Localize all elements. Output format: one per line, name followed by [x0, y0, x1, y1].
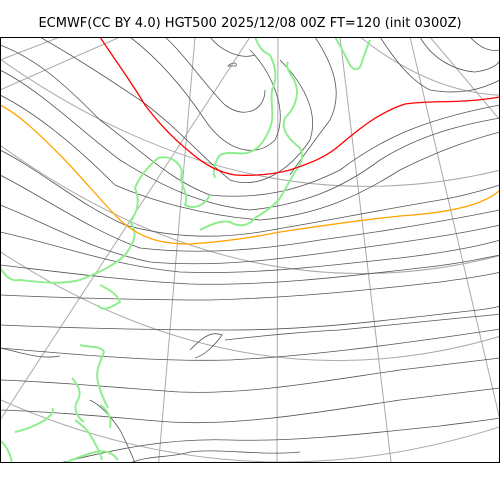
longitude-line	[0, 37, 251, 421]
graticule	[0, 37, 500, 463]
contour-red	[99, 37, 500, 176]
latitude-line	[359, 37, 500, 96]
land-highlight	[0, 37, 371, 463]
landmass-outline	[334, 37, 371, 71]
contour-line	[0, 204, 500, 265]
coastline	[129, 450, 301, 463]
contour-line	[0, 305, 500, 331]
coastline	[0, 347, 61, 358]
contour-line	[0, 174, 500, 252]
landmass-outline	[99, 404, 112, 429]
contour-line	[0, 328, 500, 361]
longitude-line	[276, 37, 279, 463]
longitude-line	[0, 37, 61, 61]
contour-line	[379, 37, 500, 93]
latitude-line	[0, 144, 500, 274]
contour-line	[289, 37, 337, 176]
landmass-outline	[64, 450, 119, 463]
latitude-line	[0, 398, 500, 463]
coastline	[224, 313, 500, 341]
coastline	[89, 399, 136, 463]
contour-line	[59, 417, 500, 463]
contour-line	[469, 37, 500, 51]
coastlines	[0, 62, 500, 463]
contour-line	[0, 271, 500, 301]
contour-line	[39, 37, 314, 183]
longitude-line	[158, 37, 196, 463]
landmass-outline	[74, 419, 103, 461]
landmass-outline	[14, 407, 54, 433]
contour-line	[129, 37, 281, 151]
contour-line	[0, 44, 500, 197]
landmass-outline	[0, 439, 13, 463]
landmass-outline	[79, 344, 109, 409]
contour-line	[0, 94, 500, 221]
longitude-line	[409, 37, 500, 421]
landmass-outline	[199, 61, 304, 231]
latitude-line	[0, 58, 500, 187]
contour-line	[209, 37, 256, 57]
contour-line	[0, 231, 500, 273]
contour-line	[0, 69, 500, 211]
landmass-outline	[97, 284, 122, 310]
contour-line	[164, 37, 266, 113]
contour-line	[0, 387, 500, 424]
contour-line	[0, 149, 500, 237]
contour-line	[0, 254, 500, 285]
height-contours	[0, 37, 500, 463]
contour-line	[419, 37, 500, 73]
map-title: ECMWF(CC BY 4.0) HGT500 2025/12/08 00Z F…	[38, 16, 462, 31]
landmass-outline	[0, 156, 211, 284]
landmass-outline	[212, 37, 277, 179]
longitude-line	[429, 37, 500, 121]
coastline	[227, 62, 237, 67]
map-panel	[0, 36, 500, 464]
latitude-line	[0, 250, 500, 361]
contour-orange	[0, 104, 500, 245]
landmass-outline	[71, 377, 85, 423]
coastline	[189, 333, 223, 359]
longitude-line	[339, 37, 392, 463]
contour-line	[0, 357, 500, 393]
